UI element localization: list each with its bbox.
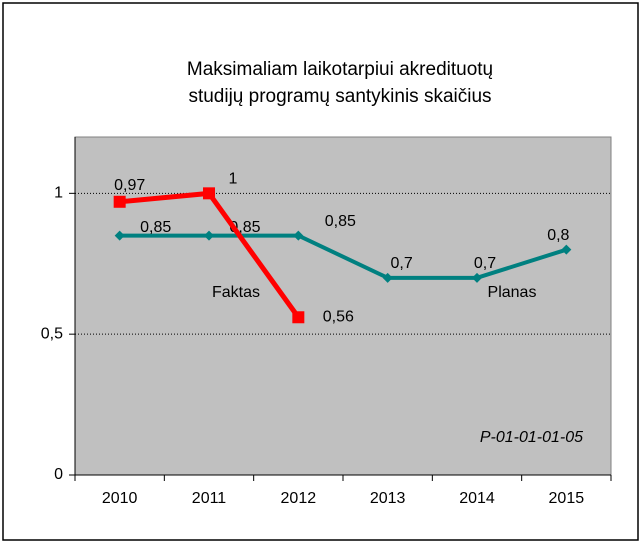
y-tick-label: 0,5 [41, 325, 63, 342]
marker [204, 230, 214, 241]
x-tick-label: 2010 [102, 490, 138, 507]
series-label: Faktas [212, 284, 260, 301]
marker [113, 195, 126, 208]
chart-title: Maksimaliam laikotarpiui akredituotų [187, 59, 493, 80]
marker [292, 311, 305, 324]
marker [382, 272, 393, 283]
series-label: Planas [488, 284, 537, 301]
data-label: 0,85 [140, 219, 171, 236]
x-tick-label: 2012 [281, 490, 317, 507]
data-label: 0,56 [323, 308, 354, 325]
plot-area [74, 136, 612, 476]
marker [561, 244, 572, 255]
marker [203, 187, 215, 200]
annotation: P-01-01-01-05 [480, 429, 583, 446]
marker [114, 230, 125, 241]
x-tick-label: 2014 [459, 490, 495, 507]
x-tick-label: 2013 [370, 490, 406, 507]
data-label: 1 [229, 171, 238, 188]
chart-title: studijų programų santykinis skaičius [188, 86, 491, 107]
data-label: 0,8 [547, 227, 569, 244]
y-tick-label: 0 [54, 466, 63, 483]
x-tick-label: 2011 [192, 490, 227, 507]
series-line [119, 233, 567, 280]
x-tick-label: 2015 [549, 490, 585, 507]
y-tick-label: 1 [54, 185, 63, 202]
data-label: 0,85 [325, 213, 356, 230]
data-label: 0,97 [114, 177, 145, 194]
data-label: 0,7 [474, 255, 496, 272]
marker [293, 230, 304, 241]
data-label: 0,7 [391, 255, 413, 272]
marker [472, 272, 482, 283]
